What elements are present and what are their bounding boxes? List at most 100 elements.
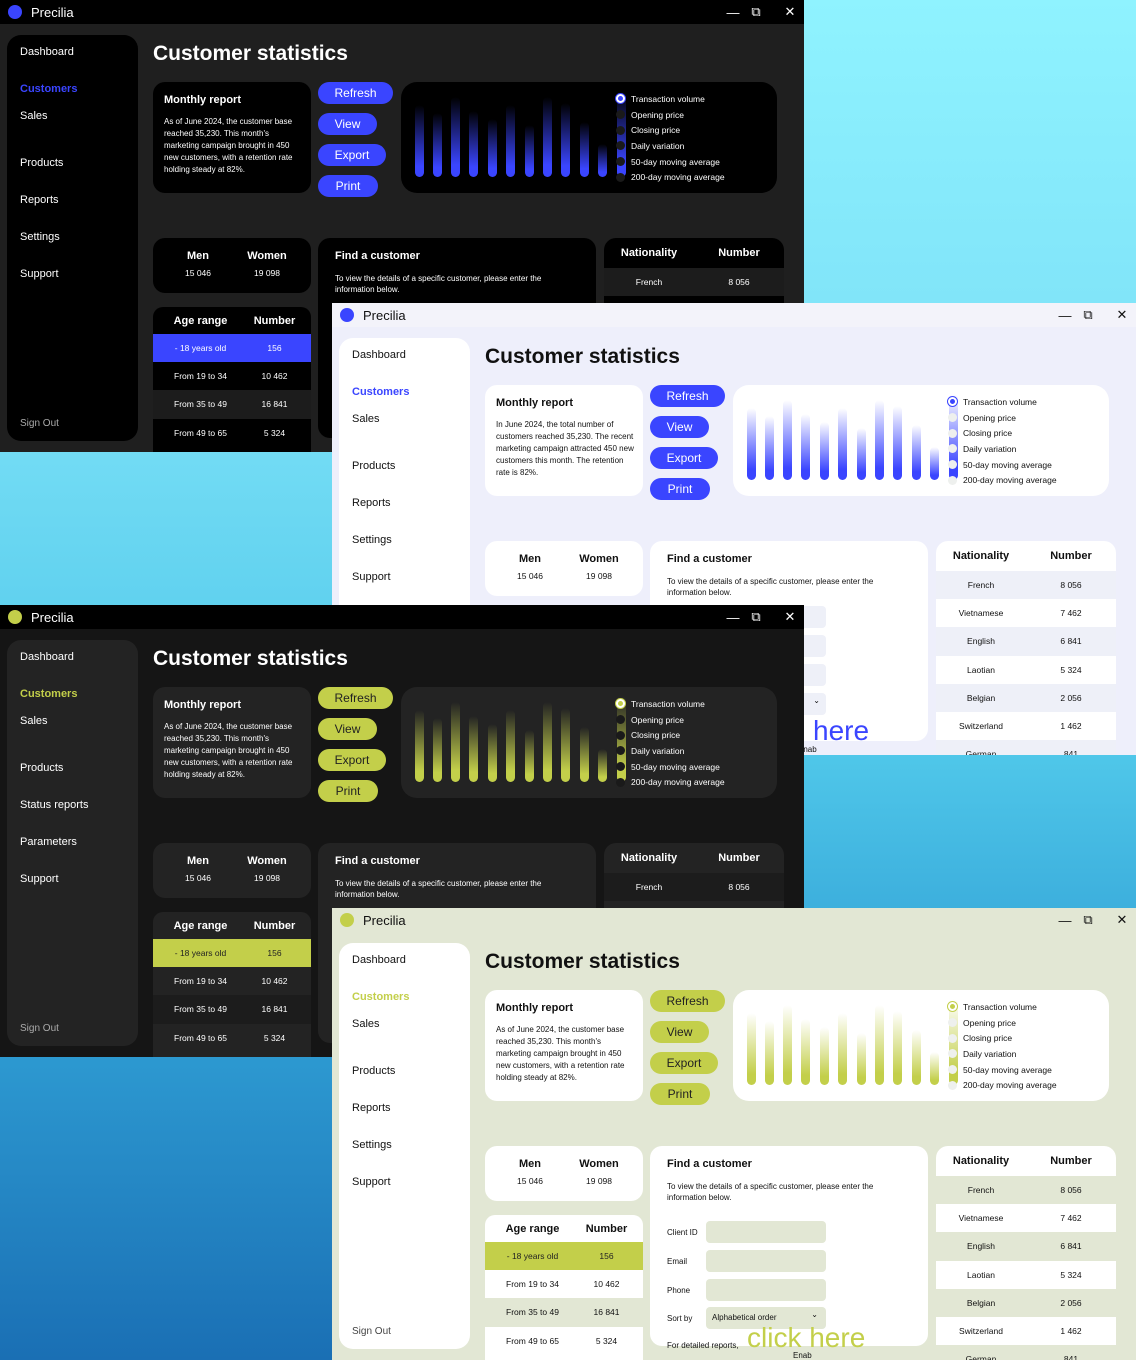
table-row[interactable]: - 18 years old 156 bbox=[485, 1242, 643, 1271]
minimize-button[interactable]: — bbox=[1058, 912, 1072, 928]
sign-out-link[interactable]: Sign Out bbox=[352, 1326, 391, 1337]
table-row[interactable]: French 8 056 bbox=[604, 268, 784, 297]
sidebar-item-sales[interactable]: Sales bbox=[20, 715, 48, 727]
radio-icon[interactable] bbox=[948, 444, 957, 454]
table-row[interactable]: German 841 bbox=[936, 1345, 1116, 1360]
table-row[interactable]: Belgian 2 056 bbox=[936, 1288, 1116, 1317]
radio-icon[interactable] bbox=[948, 1080, 957, 1090]
sidebar-item-status-reports[interactable]: Status reports bbox=[20, 799, 89, 811]
radio-icon[interactable] bbox=[616, 157, 625, 167]
radio-icon[interactable] bbox=[948, 428, 957, 438]
radio-icon[interactable] bbox=[616, 141, 625, 151]
radio-selected-icon[interactable] bbox=[948, 397, 957, 407]
sort-select[interactable]: Alphabetical order ⌄ bbox=[706, 1307, 826, 1329]
export-button[interactable]: Export bbox=[650, 447, 718, 469]
print-button[interactable]: Print bbox=[650, 478, 710, 500]
legend-item[interactable]: 200-day moving average bbox=[948, 472, 1057, 488]
view-button[interactable]: View bbox=[650, 1021, 709, 1043]
legend-item[interactable]: Daily variation bbox=[948, 1046, 1057, 1062]
legend-item[interactable]: Transaction volume bbox=[948, 999, 1057, 1015]
export-button[interactable]: Export bbox=[318, 749, 386, 771]
radio-icon[interactable] bbox=[948, 475, 957, 485]
legend-item[interactable]: Opening price bbox=[616, 712, 725, 728]
refresh-button[interactable]: Refresh bbox=[650, 990, 725, 1012]
maximize-button[interactable]: ⧉ bbox=[751, 4, 761, 19]
client-id-input[interactable] bbox=[706, 1221, 826, 1243]
sidebar-item-dashboard[interactable]: Dashboard bbox=[352, 349, 406, 361]
phone-input[interactable] bbox=[706, 1279, 826, 1301]
legend-item[interactable]: 50-day moving average bbox=[616, 154, 725, 170]
radio-icon[interactable] bbox=[948, 1049, 957, 1059]
sidebar-item-sales[interactable]: Sales bbox=[20, 110, 48, 122]
table-row[interactable]: German 841 bbox=[936, 740, 1116, 755]
email-input[interactable] bbox=[706, 1250, 826, 1272]
legend-item[interactable]: Closing price bbox=[948, 1030, 1057, 1046]
table-row[interactable]: From 35 to 49 16 841 bbox=[485, 1298, 643, 1327]
maximize-button[interactable]: ⧉ bbox=[1083, 307, 1093, 322]
radio-icon[interactable] bbox=[616, 125, 625, 135]
table-row[interactable]: From 35 to 49 16 841 bbox=[153, 390, 311, 419]
click-here-link[interactable]: click here bbox=[747, 1322, 866, 1353]
sidebar-item-dashboard[interactable]: Dashboard bbox=[20, 651, 74, 663]
legend-item[interactable]: 200-day moving average bbox=[616, 774, 725, 790]
radio-selected-icon[interactable] bbox=[616, 699, 625, 709]
legend-item[interactable]: 50-day moving average bbox=[948, 457, 1057, 473]
radio-icon[interactable] bbox=[948, 1065, 957, 1075]
legend-item[interactable]: Opening price bbox=[948, 410, 1057, 426]
sidebar-item-sales[interactable]: Sales bbox=[352, 413, 380, 425]
table-row[interactable]: From 49 to 65 5 324 bbox=[153, 1023, 311, 1052]
close-button[interactable]: ✕ bbox=[1116, 912, 1128, 927]
legend-item[interactable]: Daily variation bbox=[948, 441, 1057, 457]
table-row[interactable]: From 19 to 34 10 462 bbox=[485, 1270, 643, 1299]
sidebar-item-support[interactable]: Support bbox=[352, 1176, 391, 1188]
sidebar-item-support[interactable]: Support bbox=[20, 873, 59, 885]
sidebar-item-parameters[interactable]: Parameters bbox=[20, 836, 77, 848]
radio-icon[interactable] bbox=[616, 730, 625, 740]
legend-item[interactable]: Closing price bbox=[616, 122, 725, 138]
refresh-button[interactable]: Refresh bbox=[318, 687, 393, 709]
radio-icon[interactable] bbox=[616, 777, 625, 787]
sidebar-item-support[interactable]: Support bbox=[352, 571, 391, 583]
sidebar-item-support[interactable]: Support bbox=[20, 268, 59, 280]
legend-item[interactable]: 200-day moving average bbox=[948, 1077, 1057, 1093]
view-button[interactable]: View bbox=[650, 416, 709, 438]
refresh-button[interactable]: Refresh bbox=[318, 82, 393, 104]
table-row[interactable]: - 18 years old 156 bbox=[153, 939, 311, 968]
radio-icon[interactable] bbox=[616, 172, 625, 182]
sidebar-item-products[interactable]: Products bbox=[20, 157, 64, 169]
minimize-button[interactable]: — bbox=[1058, 307, 1072, 323]
sidebar-item-dashboard[interactable]: Dashboard bbox=[352, 954, 406, 966]
export-button[interactable]: Export bbox=[318, 144, 386, 166]
table-row[interactable]: Switzerland 1 462 bbox=[936, 711, 1116, 741]
maximize-button[interactable]: ⧉ bbox=[751, 609, 761, 624]
table-row[interactable]: From 35 to 49 16 841 bbox=[153, 995, 311, 1024]
radio-selected-icon[interactable] bbox=[616, 94, 625, 104]
view-button[interactable]: View bbox=[318, 718, 377, 740]
sign-out-link[interactable]: Sign Out bbox=[20, 418, 59, 429]
sign-out-link[interactable]: Sign Out bbox=[20, 1023, 59, 1034]
sidebar-item-customers[interactable]: Customers bbox=[20, 83, 78, 95]
table-row[interactable]: French 8 056 bbox=[936, 571, 1116, 600]
table-row[interactable]: Vietnamese 7 462 bbox=[936, 1204, 1116, 1233]
sidebar-item-settings[interactable]: Settings bbox=[20, 231, 60, 243]
close-button[interactable]: ✕ bbox=[784, 4, 796, 19]
table-row[interactable]: From 49 to 65 5 324 bbox=[485, 1326, 643, 1355]
close-button[interactable]: ✕ bbox=[1116, 307, 1128, 322]
legend-item[interactable]: 50-day moving average bbox=[616, 759, 725, 775]
table-row[interactable]: Vietnamese 7 462 bbox=[936, 599, 1116, 628]
sidebar-item-settings[interactable]: Settings bbox=[352, 1139, 392, 1151]
sidebar-item-customers[interactable]: Customers bbox=[352, 386, 410, 398]
table-row[interactable]: From 19 to 34 10 462 bbox=[153, 967, 311, 996]
sidebar-item-settings[interactable]: Settings bbox=[352, 534, 392, 546]
sidebar-item-products[interactable]: Products bbox=[352, 1065, 396, 1077]
sidebar-item-reports[interactable]: Reports bbox=[352, 1102, 391, 1114]
radio-icon[interactable] bbox=[616, 715, 625, 725]
radio-icon[interactable] bbox=[948, 460, 957, 470]
radio-icon[interactable] bbox=[948, 1033, 957, 1043]
print-button[interactable]: Print bbox=[650, 1083, 710, 1105]
legend-item[interactable]: Closing price bbox=[948, 425, 1057, 441]
radio-icon[interactable] bbox=[948, 1018, 957, 1028]
legend-item[interactable]: 200-day moving average bbox=[616, 169, 725, 185]
legend-item[interactable]: Opening price bbox=[616, 107, 725, 123]
radio-selected-icon[interactable] bbox=[948, 1002, 957, 1012]
